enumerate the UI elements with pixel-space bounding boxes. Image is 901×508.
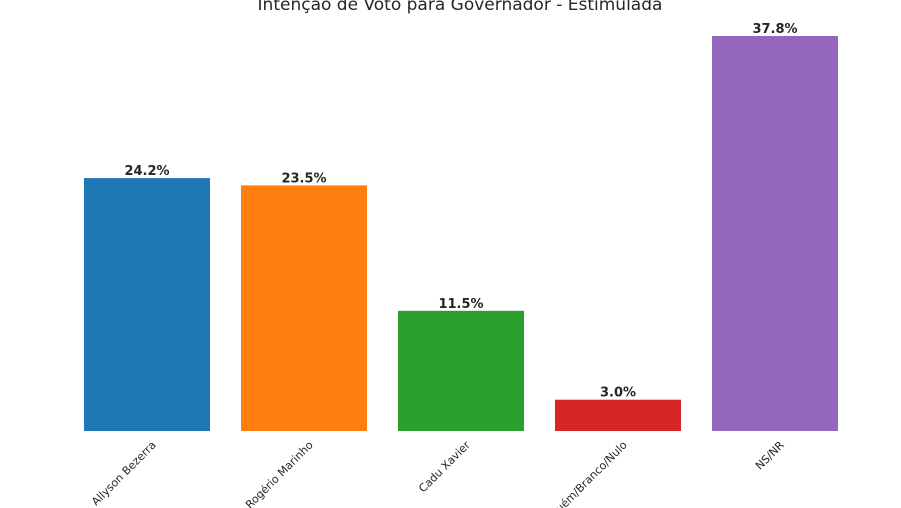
chart-title: Intenção de Voto para Governador - Estim… [258,0,663,15]
data-label-2: 11.5% [438,297,483,312]
x-tick-label-0: Allyson Bezerra [89,439,159,508]
data-labels-group: 24.2% 23.5% 11.5% 3.0% 37.8% [124,22,797,401]
bar-1 [241,185,367,431]
x-tick-label-2: Cadu Xavier [416,438,473,495]
bar-4 [712,36,838,431]
x-tick-label-1: Rogério Marinho [243,438,316,508]
x-tick-labels-group: Allyson Bezerra Rogério Marinho Cadu Xavie… [89,438,787,508]
x-tick-label-3: Ninguém/Branco/Nulo [535,438,630,508]
bar-0 [84,178,210,431]
bars-group [84,36,838,431]
bar-2 [398,310,524,431]
bar-3 [555,399,681,431]
data-label-1: 23.5% [281,171,326,186]
data-label-0: 24.2% [124,164,169,179]
data-label-3: 3.0% [600,386,636,401]
data-label-4: 37.8% [752,22,797,37]
x-tick-label-4: NS/NR [753,438,787,472]
